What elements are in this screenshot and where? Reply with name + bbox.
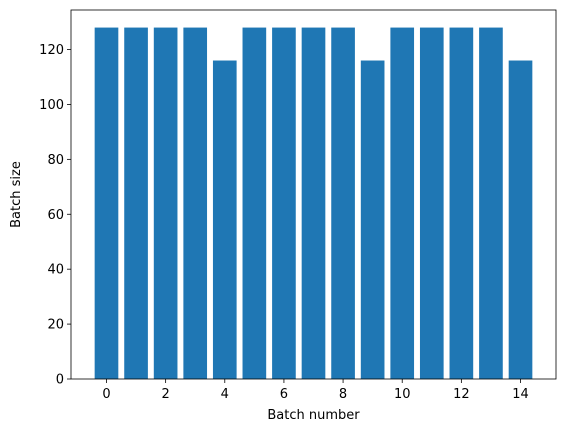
y-tick-label: 20 <box>47 318 64 333</box>
y-tick-label: 40 <box>47 263 64 278</box>
y-axis-label: Batch size <box>9 161 24 228</box>
bar-batch-12 <box>449 27 474 379</box>
bar-batch-6 <box>272 27 296 379</box>
x-tick-label: 0 <box>102 387 110 402</box>
y-tick-label: 100 <box>39 98 64 113</box>
y-tick-label: 0 <box>56 373 64 388</box>
y-tick-label: 80 <box>47 153 64 168</box>
y-axis-ticks: 0 20 40 60 80 100 120 <box>39 43 71 388</box>
bars-group <box>94 27 533 380</box>
y-tick-label: 120 <box>39 43 64 58</box>
y-tick-label: 60 <box>47 208 64 223</box>
x-axis-label: Batch number <box>267 408 360 423</box>
x-tick-label: 14 <box>512 387 529 402</box>
bar-batch-11 <box>419 27 444 379</box>
bar-batch-7 <box>301 27 326 379</box>
bar-batch-13 <box>479 27 503 379</box>
bar-batch-8 <box>331 27 355 379</box>
x-axis-ticks: 0 2 4 6 8 10 12 14 <box>102 379 529 402</box>
bar-batch-4 <box>212 60 237 380</box>
x-tick-label: 2 <box>161 387 169 402</box>
x-tick-label: 6 <box>280 387 288 402</box>
bar-batch-5 <box>242 27 267 379</box>
bar-batch-1 <box>124 27 148 379</box>
bar-batch-14 <box>508 60 533 380</box>
x-tick-label: 12 <box>453 387 470 402</box>
bar-batch-2 <box>153 27 178 379</box>
x-tick-label: 10 <box>394 387 411 402</box>
axes-frame <box>70 9 557 380</box>
bar-batch-3 <box>183 27 208 379</box>
bar-batch-10 <box>390 27 415 379</box>
x-tick-label: 4 <box>221 387 229 402</box>
x-tick-label: 8 <box>339 387 347 402</box>
bar-batch-9 <box>360 60 385 380</box>
bar-batch-0 <box>94 27 119 379</box>
